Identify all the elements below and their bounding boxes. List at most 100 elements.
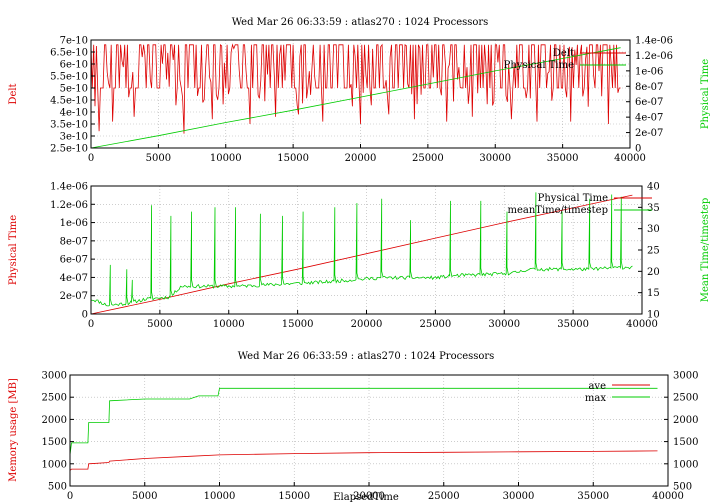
axes: 0 5000 10000 15000 20000 25000 30000 35000 40000… — [50, 36, 673, 165]
x-tick-label: 25000 — [419, 319, 451, 330]
x-tick-label: 5000 — [132, 491, 157, 502]
y-tick-label: 500 — [48, 482, 67, 493]
x-tick-label: 30000 — [479, 153, 511, 164]
x-tick-label: 20000 — [353, 491, 385, 502]
y2-tick-label: 30 — [647, 224, 660, 235]
y-tick-label: 2e-07 — [60, 291, 88, 302]
y2-tick-label: 2e-07 — [635, 128, 663, 139]
legend-label-mean-time: meanTime/timestep — [507, 205, 608, 216]
x-tick-label: 25000 — [412, 153, 444, 164]
legend-label-delt: Delt — [553, 48, 574, 59]
legend-label-physical-time: Physical Time — [504, 60, 574, 71]
x-tick-label: 5000 — [146, 153, 171, 164]
series-line-physical-time — [90, 47, 621, 149]
y2-tick-label: 15 — [647, 288, 660, 299]
x-tick-label: 35000 — [557, 319, 589, 330]
legend: Physical Time meanTime/timestep — [507, 193, 652, 216]
y2-tick-label: 500 — [673, 482, 692, 493]
physical-time-panel: 0 5000 10000 15000 20000 25000 30000 35000 40000… — [8, 182, 711, 331]
x-tick-label: 0 — [88, 153, 94, 164]
y-tick-label: 3.5e-10 — [50, 120, 88, 131]
y-tick-label: 2.5e-10 — [50, 144, 88, 155]
y-tick-label: 4e-07 — [60, 273, 88, 284]
y-tick-label: 1.2e-06 — [50, 200, 88, 211]
y-tick-label: 4.5e-10 — [50, 96, 88, 107]
x-tick-label: 0 — [67, 491, 73, 502]
y2-tick-label: 2000 — [673, 415, 698, 426]
x-tick-label: 10000 — [204, 491, 236, 502]
y-tick-label: 4e-10 — [60, 108, 88, 119]
x-tick-label: 20000 — [345, 153, 377, 164]
series-line-physical-time — [90, 194, 633, 315]
y2-axis-label: Mean Time/timestep — [700, 198, 711, 302]
y2-tick-label: 40 — [647, 182, 660, 193]
x-axis-label: ElapsedTime — [333, 492, 399, 503]
chart-title: Wed Mar 26 06:33:59 : atlas270 : 1024 Pr… — [232, 17, 489, 28]
series-line-delt — [90, 43, 621, 134]
plot-frame — [69, 374, 669, 487]
y-tick-label: 8e-07 — [60, 236, 88, 247]
y2-tick-label: 6e-07 — [635, 97, 663, 108]
x-tick-label: 10000 — [213, 319, 245, 330]
y2-axis-label: Physical Time — [700, 59, 711, 129]
series-line-max — [69, 387, 658, 455]
delt-panel: Wed Mar 26 06:33:59 : atlas270 : 1024 Pr… — [8, 17, 711, 164]
y2-tick-label: 4e-07 — [635, 113, 663, 124]
y-tick-label: 7e-10 — [60, 36, 88, 47]
x-tick-label: 15000 — [282, 319, 314, 330]
y2-tick-label: 1e-06 — [635, 66, 663, 77]
x-tick-label: 5000 — [147, 319, 172, 330]
legend: Delt Physical Time — [504, 48, 626, 71]
x-tick-label: 30000 — [503, 491, 535, 502]
y2-tick-label: 1500 — [673, 437, 698, 448]
y-tick-label: 0 — [82, 310, 88, 321]
chart-title: Wed Mar 26 06:33:59 : atlas270 : 1024 Pr… — [238, 351, 495, 362]
y-tick-label: 6.5e-10 — [50, 48, 88, 59]
x-tick-label: 35000 — [577, 491, 609, 502]
y-tick-label: 5.5e-10 — [50, 72, 88, 83]
y-tick-label: 2500 — [42, 393, 67, 404]
x-tick-label: 0 — [88, 319, 94, 330]
y-tick-label: 1500 — [42, 437, 67, 448]
series-layer — [69, 387, 658, 471]
y-tick-label: 6e-10 — [60, 60, 88, 71]
y-tick-label: 2000 — [42, 415, 67, 426]
y2-tick-label: 0 — [635, 144, 641, 155]
x-tick-label: 40000 — [652, 491, 684, 502]
y2-tick-label: 35 — [647, 203, 660, 214]
legend: ave max — [585, 381, 650, 404]
axes: 0 5000 10000 15000 20000 25000 30000 35000 40000… — [50, 182, 660, 331]
x-tick-label: 25000 — [428, 491, 460, 502]
y2-tick-label: 25 — [647, 246, 660, 257]
y-axis-label: Memory usage [MB] — [8, 378, 19, 482]
y2-tick-label: 1.4e-06 — [635, 36, 673, 47]
axes: 0 5000 10000 15000 20000 25000 30000 35000 40000… — [42, 371, 699, 503]
legend-label-physical-time: Physical Time — [538, 193, 608, 204]
x-tick-label: 15000 — [278, 491, 310, 502]
y-axis-label: Physical Time — [8, 215, 19, 285]
y2-tick-label: 10 — [647, 310, 660, 321]
x-tick-label: 30000 — [488, 319, 520, 330]
series-layer — [90, 43, 621, 149]
series-layer — [90, 192, 633, 315]
y-tick-label: 1e-06 — [60, 218, 88, 229]
x-tick-label: 40000 — [626, 319, 658, 330]
legend-label-ave: ave — [588, 381, 606, 392]
series-line-meantime-timestep — [90, 192, 633, 307]
series-line-ave — [69, 450, 658, 471]
y-tick-label: 1000 — [42, 459, 67, 470]
y-tick-label: 3e-10 — [60, 132, 88, 143]
y-tick-label: 5e-10 — [60, 84, 88, 95]
y2-tick-label: 1000 — [673, 459, 698, 470]
x-tick-label: 35000 — [547, 153, 579, 164]
x-tick-label: 20000 — [351, 319, 383, 330]
y2-tick-label: 2500 — [673, 393, 698, 404]
y-tick-label: 6e-07 — [60, 255, 88, 266]
grid — [90, 39, 631, 149]
x-tick-label: 10000 — [210, 153, 242, 164]
y-tick-label: 3000 — [42, 371, 67, 382]
y2-tick-label: 1.2e-06 — [635, 51, 673, 62]
grid — [69, 374, 669, 487]
x-tick-label: 40000 — [614, 153, 646, 164]
